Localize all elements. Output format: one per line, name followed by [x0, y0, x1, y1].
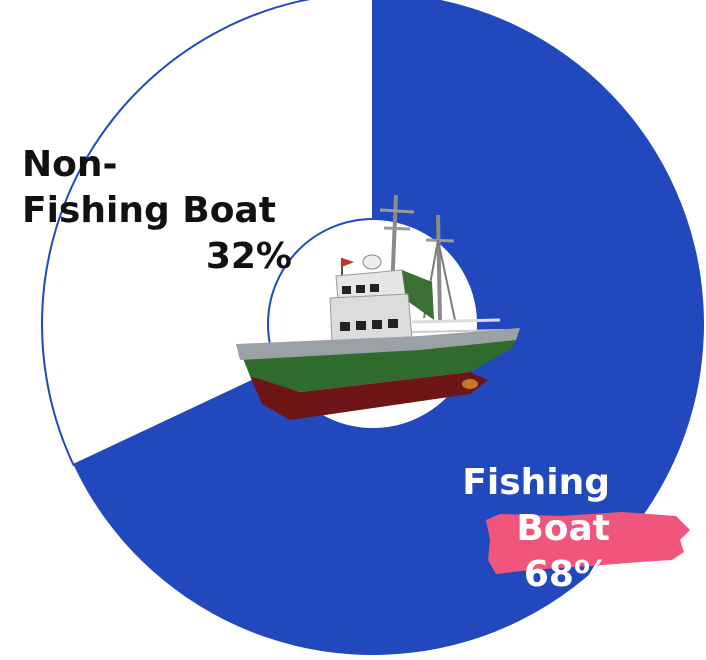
- label-non-fishing-name-line2: Fishing Boat: [22, 190, 276, 231]
- label-non-fishing-boat: Non- Fishing Boat 32%: [22, 142, 292, 280]
- label-non-fishing-percent: 32%: [205, 236, 292, 277]
- label-fishing-boat: Fishing Boat 68%: [358, 460, 610, 598]
- label-non-fishing-name-line1: Non-: [22, 144, 118, 185]
- fishing-boat-icon: [236, 194, 520, 420]
- label-fishing-name: Fishing Boat: [462, 462, 610, 549]
- percent-badge: [486, 512, 690, 574]
- label-fishing-percent: 68%: [523, 554, 610, 595]
